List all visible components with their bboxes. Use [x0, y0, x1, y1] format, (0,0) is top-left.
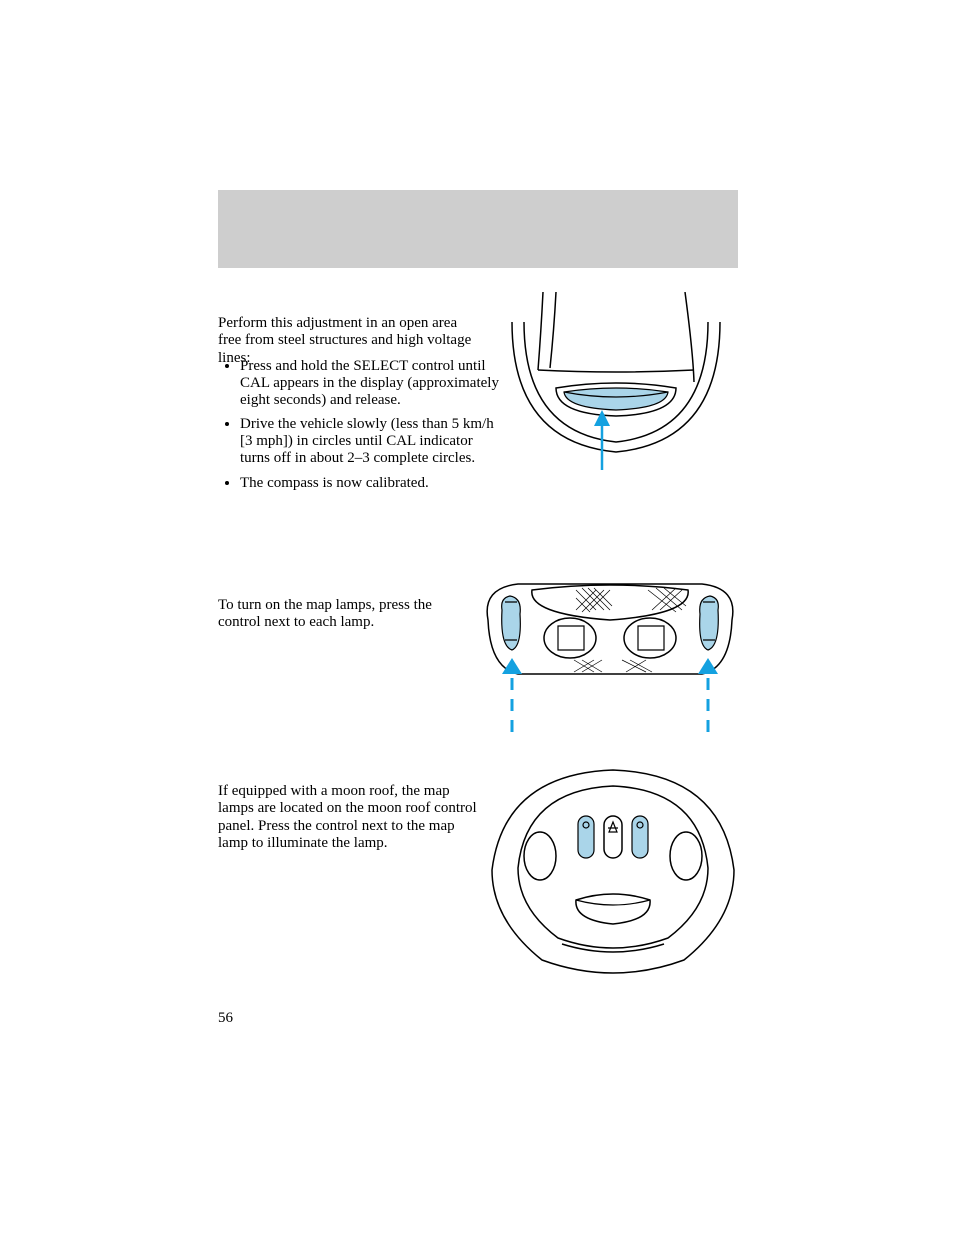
moonroof-maplamps-paragraph: If equipped with a moon roof, the map la…	[218, 783, 478, 852]
calibration-step: Drive the vehicle slowly (less than 5 km…	[240, 416, 500, 466]
page-number: 56	[218, 1010, 233, 1027]
calibration-step: The compass is now calibrated.	[240, 475, 500, 492]
figure-moonroof-control-panel	[484, 760, 742, 978]
section-header-band	[218, 190, 738, 268]
map-lamps-paragraph: To turn on the map lamps, press the cont…	[218, 597, 478, 632]
figure-map-lamp-console	[478, 570, 742, 750]
manual-page: Perform this adjustment in an open area …	[0, 0, 954, 1235]
calibration-step: Press and hold the SELECT control until …	[240, 358, 500, 408]
figure-overhead-console	[498, 292, 736, 472]
compass-calibration-steps: Press and hold the SELECT control until …	[218, 358, 500, 500]
